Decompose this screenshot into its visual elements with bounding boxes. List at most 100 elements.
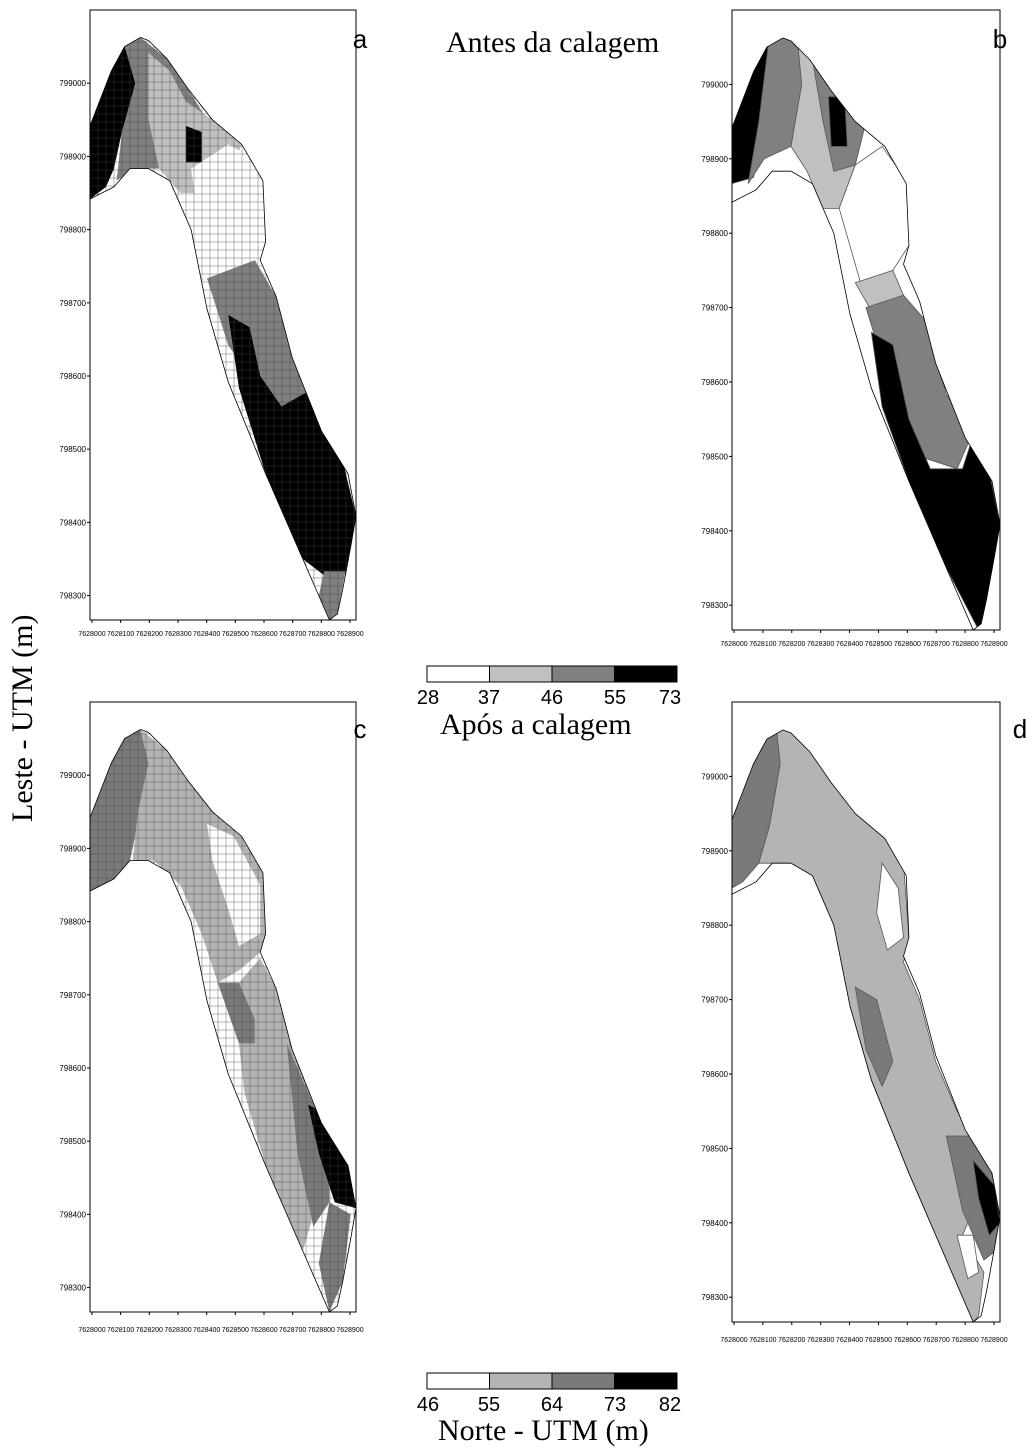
zone-class-2	[318, 571, 346, 620]
x-tick-label: 7628800	[308, 631, 335, 638]
x-tick-label: 7628600	[250, 631, 277, 638]
y-tick-label: 798500	[60, 1137, 87, 1146]
legend-before-label: 37	[477, 687, 501, 709]
zone-class-0	[191, 144, 266, 267]
y-tick-label: 798600	[60, 372, 87, 381]
legend-swatch	[551, 1372, 615, 1390]
legend-swatch	[614, 665, 678, 683]
legend-swatch	[489, 665, 553, 683]
y-tick-label: 798800	[60, 226, 87, 235]
caption-after-liming: Após a calagem	[440, 708, 632, 741]
map-b: 799000 798900 798800 798700 798600 798500 7984…	[701, 9, 1008, 648]
region-outline	[731, 729, 1001, 1323]
x-tick-label: 7628200	[136, 631, 163, 638]
x-tick-label: 7628400	[193, 1327, 220, 1334]
x-tick-label: 7628800	[308, 1327, 335, 1334]
panel-d: 799000 798900 798800 798700 798600 798500 7984…	[700, 700, 1033, 1360]
legend-before-label: 46	[540, 687, 564, 709]
x-tick-label: 7628400	[193, 631, 220, 638]
x-tick-label: 7628000	[720, 641, 747, 648]
y-tick-label: 798400	[701, 527, 728, 536]
x-tick-label: 7628300	[164, 631, 191, 638]
zone-class-3	[972, 1159, 1000, 1237]
y-tick-label: 798400	[701, 1219, 728, 1228]
x-tick-label: 7628100	[107, 1327, 134, 1334]
y-tick-label: 798500	[60, 445, 87, 454]
panel-letter: c	[354, 714, 367, 744]
y-tick-label: 798500	[701, 1144, 728, 1153]
legend-swatch	[551, 665, 615, 683]
legend-before-label: 28	[416, 687, 440, 709]
y-tick-label: 798800	[701, 229, 728, 238]
map-zones	[90, 729, 356, 1312]
y-tick-label: 798600	[701, 378, 728, 387]
map-zones	[732, 37, 1000, 630]
x-tick-label: 7628800	[951, 1337, 978, 1344]
y-tick-label: 798800	[60, 918, 87, 927]
x-tick-label: 7628700	[923, 641, 950, 648]
y-tick-label: 798700	[701, 996, 728, 1005]
y-tick-label: 798400	[60, 1210, 87, 1219]
y-tick-label: 798600	[701, 1070, 728, 1079]
x-tick-label: 7628400	[836, 641, 863, 648]
zone-class-3	[308, 1104, 356, 1209]
x-tick-label: 7628600	[894, 641, 921, 648]
y-axis-title: Leste - UTM (m)	[6, 614, 39, 822]
y-tick-label: 798500	[701, 452, 728, 461]
x-tick-label: 7628500	[222, 631, 249, 638]
y-tick-label: 798300	[60, 1284, 87, 1293]
legend-swatch	[426, 1372, 490, 1390]
y-tick-label: 798900	[60, 844, 87, 853]
y-tick-label: 798700	[60, 991, 87, 1000]
x-tick-label: 7628900	[336, 1327, 363, 1334]
y-tick-label: 799000	[60, 79, 87, 88]
x-tick-label: 7628700	[279, 631, 306, 638]
legend-before: 28 37 46 55 73	[417, 665, 682, 715]
legend-after-label: 64	[540, 1394, 564, 1416]
map-c: 799000 798900 798800 798700 798600 798500 7984…	[59, 701, 367, 1334]
panel-c: 799000 798900 798800 798700 798600 798500 7984…	[59, 700, 390, 1360]
panel-b: 799000 798900 798800 798700 798600 798500 7984…	[700, 8, 1033, 658]
zone-class-2	[286, 1043, 330, 1227]
y-tick-label: 798900	[701, 847, 728, 856]
y-tick-label: 798300	[60, 592, 87, 601]
panel-letter: d	[1013, 714, 1027, 744]
legend-before-bar	[426, 665, 678, 683]
zone-class-2	[318, 1202, 351, 1312]
region-outline	[731, 37, 1001, 631]
x-tick-label: 7628300	[807, 1337, 834, 1344]
x-tick-label: 7628900	[980, 1337, 1007, 1344]
x-tick-label: 7628000	[78, 631, 105, 638]
x-tick-label: 7628900	[336, 631, 363, 638]
y-tick-label: 798900	[701, 155, 728, 164]
x-tick-label: 7628700	[279, 1327, 306, 1334]
x-tick-label: 7628100	[749, 641, 776, 648]
x-tick-label: 7628000	[720, 1337, 747, 1344]
y-tick-label: 798800	[701, 921, 728, 930]
x-tick-label: 7628500	[222, 1327, 249, 1334]
x-tick-label: 7628400	[836, 1337, 863, 1344]
x-tick-label: 7628900	[980, 641, 1007, 648]
map-d: 799000 798900 798800 798700 798600 798500 7984…	[701, 701, 1027, 1344]
legend-after-label: 46	[416, 1394, 440, 1416]
y-tick-label: 798600	[60, 1064, 87, 1073]
region-outline	[89, 728, 357, 1313]
y-tick-label: 799000	[701, 772, 728, 781]
legend-after: 46 55 64 73 82	[417, 1372, 681, 1422]
zone-class-2	[90, 729, 149, 892]
region-outline	[89, 36, 357, 621]
panel-a: 799000 798900 798800 798700 798600 798500 7984…	[59, 8, 390, 658]
zone-class-2	[854, 986, 894, 1088]
legend-after-label: 73	[603, 1394, 627, 1416]
y-tick-label: 798700	[60, 299, 87, 308]
y-tick-label: 798400	[60, 518, 87, 527]
x-tick-label: 7628500	[865, 641, 892, 648]
x-tick-label: 7628600	[250, 1327, 277, 1334]
x-tick-label: 7628000	[78, 1327, 105, 1334]
x-tick-label: 7628600	[894, 1337, 921, 1344]
zone-class-0	[207, 824, 261, 946]
legend-swatch	[489, 1372, 553, 1390]
y-tick-label: 799000	[701, 80, 728, 89]
legend-before-label: 73	[658, 687, 682, 709]
zone-class-0	[956, 1234, 980, 1280]
